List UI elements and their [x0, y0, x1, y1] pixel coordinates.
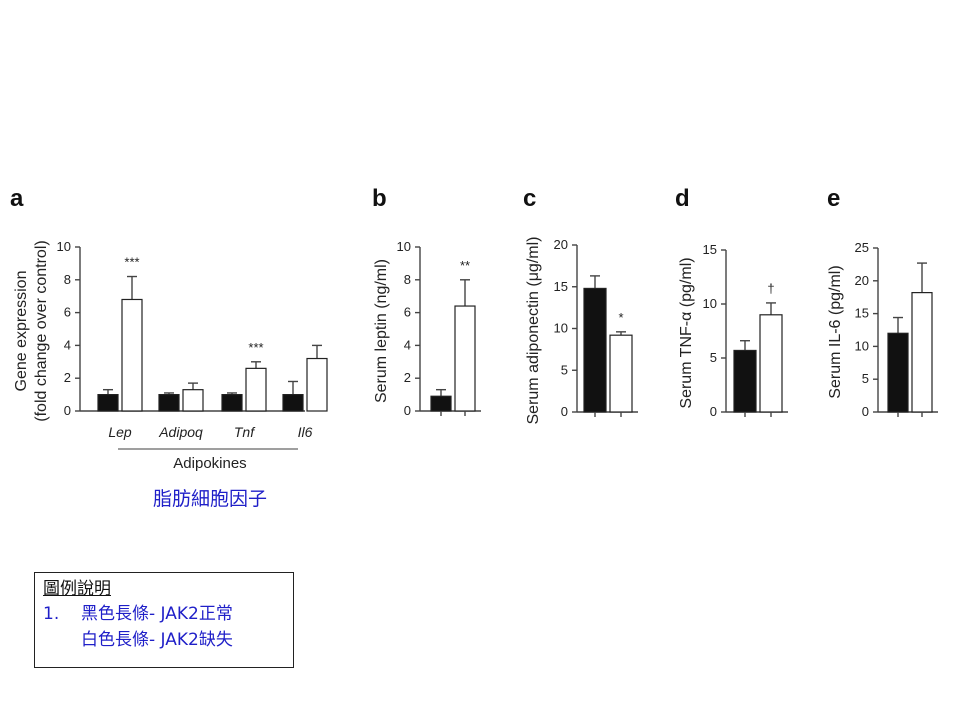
y-tick-label-c: 10 — [554, 321, 568, 336]
panel-letter-e: e — [827, 185, 840, 212]
legend-line-knockout: 白色長條- JAK2缺失 — [81, 630, 233, 650]
y-tick-label-a: 8 — [64, 272, 71, 287]
y-tick-label-d: 5 — [710, 350, 717, 365]
y-tick-label-b: 2 — [404, 370, 411, 385]
y-tick-label-d: 10 — [703, 296, 717, 311]
panel-letter-d: d — [675, 185, 690, 212]
y-tick-label-e: 15 — [855, 306, 869, 321]
y-tick-label-b: 6 — [404, 305, 411, 320]
y-axis-label-a: Gene expression — [13, 271, 30, 392]
legend-number: 1. — [43, 604, 60, 624]
y-tick-label-d: 0 — [710, 404, 717, 419]
significance-marker-a: *** — [124, 255, 139, 270]
x-category-label: Lep — [108, 424, 132, 440]
y-axis-label-e: Serum IL-6 (pg/ml) — [827, 265, 844, 398]
panel-letter-c: c — [523, 185, 536, 212]
y-tick-label-e: 20 — [855, 273, 869, 288]
bar-control-d — [733, 349, 757, 413]
y-tick-label-b: 0 — [404, 403, 411, 418]
panel-letter-a: a — [10, 185, 24, 212]
y-tick-label-d: 15 — [703, 242, 717, 257]
y-tick-label-e: 10 — [855, 338, 869, 353]
y-tick-label-b: 10 — [397, 239, 411, 254]
legend-row-control: 1. 黑色長條- JAK2正常 — [43, 601, 285, 627]
y-tick-label-c: 15 — [554, 279, 568, 294]
y-tick-label-b: 8 — [404, 272, 411, 287]
y-tick-label-c: 0 — [561, 404, 568, 419]
bar-control-a — [282, 394, 304, 412]
legend-title: 圖例說明 — [43, 579, 111, 599]
y-tick-label-e: 0 — [862, 404, 869, 419]
bar-knockout-a — [182, 389, 204, 412]
y-tick-label-a: 10 — [57, 239, 71, 254]
y-tick-label-e: 25 — [855, 240, 869, 255]
bar-control-e — [887, 332, 909, 413]
x-category-label: Tnf — [234, 424, 256, 440]
significance-marker-c: * — [618, 310, 623, 325]
y-axis-label-c: Serum adiponectin (μg/ml) — [525, 237, 542, 425]
significance-marker-a: *** — [248, 340, 263, 355]
y-tick-label-a: 0 — [64, 403, 71, 418]
bar-knockout-c — [609, 334, 633, 413]
bar-knockout-e — [911, 292, 933, 413]
panel-letter-b: b — [372, 185, 387, 212]
group-label: Adipokines — [173, 455, 246, 472]
bar-knockout-b — [454, 305, 476, 412]
y-axis-label-d: Serum TNF-α (pg/ml) — [678, 257, 695, 408]
bar-control-b — [430, 395, 452, 412]
bar-knockout-a — [306, 357, 328, 412]
legend-row-knockout: 白色長條- JAK2缺失 — [43, 627, 285, 653]
y-tick-label-a: 4 — [64, 337, 71, 352]
bar-control-a — [158, 394, 180, 412]
bar-knockout-a — [121, 298, 143, 412]
legend-line-control: 黑色長條- JAK2正常 — [81, 604, 233, 624]
y-tick-label-e: 5 — [862, 371, 869, 386]
significance-marker-d: † — [767, 281, 774, 296]
bar-control-a — [97, 394, 119, 412]
y-tick-label-c: 5 — [561, 362, 568, 377]
y-tick-label-b: 4 — [404, 337, 411, 352]
significance-marker-b: ** — [460, 258, 470, 273]
y-tick-label-c: 20 — [554, 237, 568, 252]
y-tick-label-a: 6 — [64, 305, 71, 320]
bar-control-c — [583, 287, 607, 413]
bar-control-a — [221, 394, 243, 412]
bar-knockout-a — [245, 367, 267, 412]
chart-caption: 脂肪細胞因子 — [152, 488, 267, 510]
y-axis-label-2-a: (fold change over control) — [33, 240, 50, 421]
legend-box: 圖例說明 1. 黑色長條- JAK2正常 白色長條- JAK2缺失 — [34, 572, 294, 668]
x-category-label: Il6 — [298, 424, 313, 440]
bar-knockout-d — [759, 314, 783, 413]
y-axis-label-b: Serum leptin (ng/ml) — [373, 259, 390, 403]
y-tick-label-a: 2 — [64, 370, 71, 385]
x-category-label: Adipoq — [158, 424, 203, 440]
